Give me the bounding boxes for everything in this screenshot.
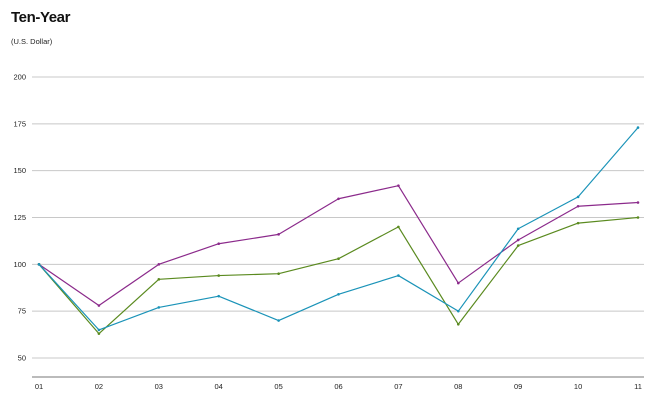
x-tick-label: 05 [274, 382, 282, 391]
x-tick-label: 07 [394, 382, 402, 391]
y-axis-ticks: 50 75 100 125 150 175 200 [13, 73, 26, 363]
x-tick-label: 03 [155, 382, 163, 391]
data-point [636, 216, 640, 219]
data-point [337, 197, 340, 201]
y-tick-label: 100 [13, 260, 26, 269]
data-point [516, 227, 520, 231]
data-point [636, 201, 640, 204]
y-tick-label: 200 [13, 73, 26, 82]
series-line-2 [38, 216, 639, 335]
data-point [97, 332, 101, 335]
x-axis-ticks: 01 02 03 04 05 06 07 08 09 10 11 [35, 382, 642, 391]
data-point [576, 204, 580, 208]
x-tick-label: 09 [514, 382, 522, 391]
series-line-1 [38, 185, 639, 307]
data-point [397, 184, 400, 187]
series-lines [37, 126, 640, 335]
data-point [576, 195, 580, 199]
data-point [457, 309, 460, 313]
data-point [217, 294, 220, 298]
data-point [457, 281, 460, 285]
y-tick-label: 150 [13, 166, 26, 175]
data-point [157, 263, 161, 266]
chart-subtitle: (U.S. Dollar) [11, 37, 53, 46]
data-point [516, 238, 520, 242]
data-point [636, 126, 640, 129]
x-tick-label: 01 [35, 382, 43, 391]
chart-title: Ten-Year [11, 9, 71, 26]
data-point [397, 274, 400, 277]
data-point [217, 242, 220, 246]
data-point [97, 328, 101, 332]
data-point [277, 319, 280, 322]
data-point [157, 306, 161, 309]
gridlines [32, 76, 644, 378]
data-point [457, 322, 460, 326]
series-line-3 [38, 127, 639, 331]
y-tick-label: 75 [18, 307, 26, 316]
data-point [157, 278, 161, 281]
data-point [516, 244, 520, 247]
data-point [217, 274, 220, 277]
x-tick-label: 11 [634, 382, 642, 391]
data-point [97, 304, 101, 307]
data-point [37, 263, 41, 266]
x-tick-label: 08 [454, 382, 462, 391]
x-tick-label: 04 [215, 382, 223, 391]
data-point [277, 272, 280, 276]
data-point [337, 293, 340, 296]
x-tick-label: 10 [574, 382, 582, 391]
data-point [397, 225, 400, 229]
y-tick-label: 50 [18, 354, 26, 363]
data-point [277, 233, 280, 236]
data-point [576, 221, 580, 225]
data-point [337, 257, 340, 261]
y-tick-label: 125 [13, 213, 26, 222]
x-tick-label: 06 [334, 382, 342, 391]
x-tick-label: 02 [95, 382, 103, 391]
y-tick-label: 175 [13, 119, 26, 128]
